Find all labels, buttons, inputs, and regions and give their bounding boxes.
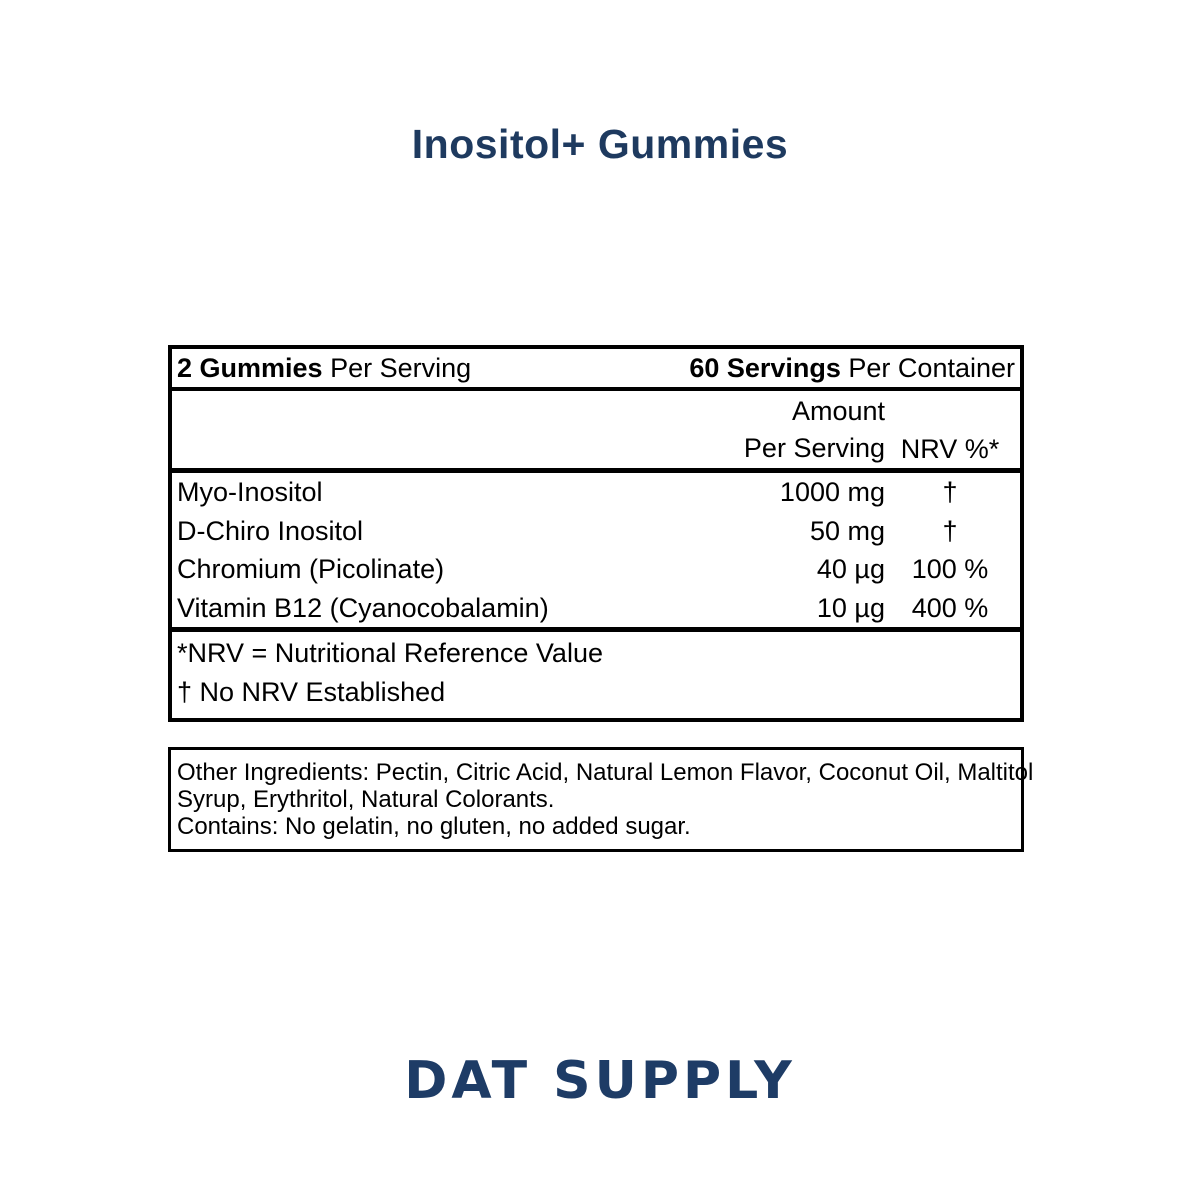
table-row: Vitamin B12 (Cyanocobalamin) 10 µg 400 %: [177, 589, 1015, 628]
nutrient-name: Myo-Inositol: [177, 477, 323, 507]
amount-header-line1: Amount: [791, 396, 885, 426]
table-row: D-Chiro Inositol 50 mg †: [177, 512, 1015, 551]
other-ingredients-line: Syrup, Erythritol, Natural Colorants.: [177, 786, 555, 813]
table-footnotes: *NRV = Nutritional Reference Value † No …: [172, 632, 1020, 718]
gummies-per-serving-label: Per Serving: [322, 352, 472, 383]
nrv-footnote: *NRV = Nutritional Reference Value: [177, 638, 603, 668]
gummies-per-serving-count: 2 Gummies: [177, 352, 323, 383]
table-row: Myo-Inositol 1000 mg †: [177, 473, 1015, 512]
serving-info-row: 2 Gummies Per Serving 60 Servings Per Co…: [172, 349, 1020, 391]
nutrient-amount: 10 µg: [816, 592, 885, 623]
servings-per-container-label: Per Container: [840, 352, 1015, 383]
nutrient-amount: 50 mg: [809, 515, 885, 546]
brand-logo: DAT SUPPLY: [404, 1051, 796, 1111]
nutrient-name: Vitamin B12 (Cyanocobalamin): [177, 592, 549, 623]
contains-line: Contains: No gelatin, no gluten, no adde…: [177, 813, 691, 840]
other-ingredients-line: Other Ingredients: Pectin, Citric Acid, …: [177, 759, 1034, 786]
page-title: Inositol+ Gummies: [411, 121, 789, 167]
nutrient-nrv: †: [942, 515, 958, 546]
nutrient-nrv: †: [942, 477, 958, 507]
servings-per-container: 60 Servings Per Container: [689, 353, 1015, 384]
nutrient-nrv: 400 %: [911, 592, 989, 623]
nutrient-nrv: 100 %: [911, 554, 989, 584]
supplement-facts-table: 2 Gummies Per Serving 60 Servings Per Co…: [168, 345, 1024, 722]
nutrient-amount: 40 µg: [816, 554, 885, 584]
servings-per-serving: 2 Gummies Per Serving: [177, 353, 471, 384]
nrv-column-header: NRV %*: [900, 434, 1000, 464]
nutrient-amount: 1000 mg: [779, 477, 885, 507]
amount-column-header: Amount Per Serving: [695, 393, 885, 468]
servings-per-container-count: 60 Servings: [689, 352, 841, 383]
other-ingredients-box: Other Ingredients: Pectin, Citric Acid, …: [168, 747, 1034, 852]
nutrient-name: D-Chiro Inositol: [177, 515, 364, 546]
nutrient-rows: Myo-Inositol 1000 mg † D-Chiro Inositol …: [172, 473, 1020, 632]
amount-header-line2: Per Serving: [743, 433, 885, 463]
nutrient-name: Chromium (Picolinate): [177, 554, 445, 584]
table-row: Chromium (Picolinate) 40 µg 100 %: [177, 550, 1015, 589]
column-header-row: Amount Per Serving NRV %*: [172, 391, 1020, 473]
dagger-footnote: † No NRV Established: [177, 677, 446, 707]
